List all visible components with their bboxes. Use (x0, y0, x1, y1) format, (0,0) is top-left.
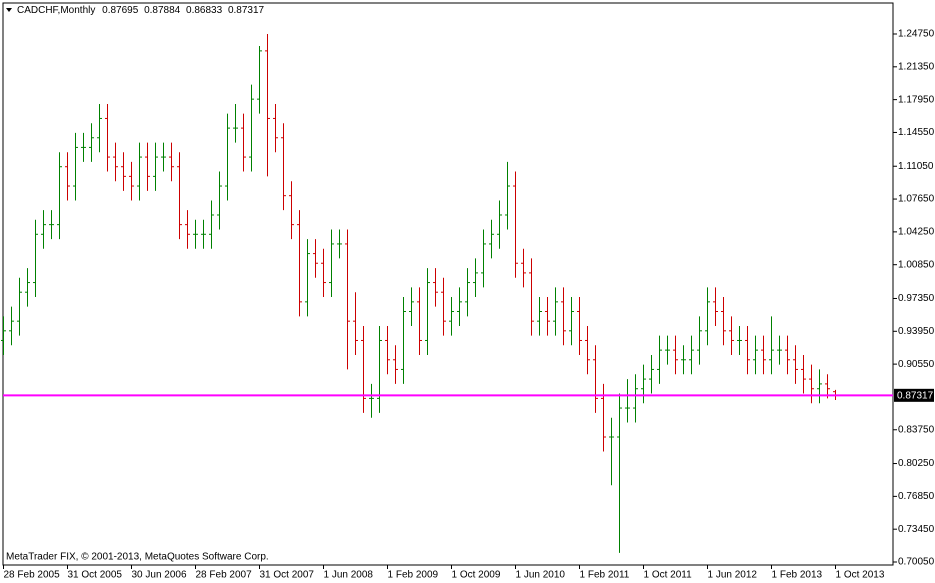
y-tick-label: 0.93950 (898, 326, 935, 337)
y-tick-label: 1.21350 (898, 61, 935, 72)
x-tick-label: 1 Oct 2013 (836, 570, 885, 581)
x-tick-label: 31 Oct 2007 (260, 570, 315, 581)
x-tick-label: 1 Jun 2012 (708, 570, 758, 581)
y-tick-label: 0.70050 (898, 557, 935, 568)
y-tick-label: 0.83750 (898, 424, 935, 435)
y-tick-label: 1.04250 (898, 227, 935, 238)
x-tick-label: 1 Feb 2009 (388, 570, 439, 581)
y-tick-label: 1.24750 (898, 29, 935, 40)
current-price-box (894, 388, 934, 402)
symbol: CADCHF,Monthly (17, 5, 95, 16)
x-tick-label: 31 Oct 2005 (68, 570, 123, 581)
x-tick-label: 1 Oct 2011 (644, 570, 693, 581)
chart-title: CADCHF,Monthly 0.87695 0.87884 0.86833 0… (17, 5, 265, 16)
y-tick-label: 1.00850 (898, 259, 935, 270)
y-tick-label: 1.07650 (898, 194, 935, 205)
y-tick-label: 1.17950 (898, 94, 935, 105)
low-value: 0.86833 (186, 5, 223, 16)
x-tick-label: 1 Oct 2009 (452, 570, 501, 581)
high-value: 0.87884 (144, 5, 181, 16)
close-value: 0.87317 (228, 5, 265, 16)
open-value: 0.87695 (102, 5, 139, 16)
y-tick-label: 1.11050 (898, 161, 934, 172)
x-tick-label: 1 Jun 2010 (516, 570, 566, 581)
x-tick-label: 1 Feb 2011 (580, 570, 630, 581)
current-price-label: 0.87317 (897, 390, 934, 401)
y-tick-label: 0.90550 (898, 359, 935, 370)
menu-triangle (6, 8, 12, 12)
x-tick-label: 30 Jun 2006 (132, 570, 187, 581)
y-tick-label: 1.14550 (898, 127, 935, 138)
x-tick-label: 28 Feb 2007 (196, 570, 253, 581)
plot-frame (2, 2, 894, 566)
x-tick-label: 28 Feb 2005 (4, 570, 61, 581)
x-tick-label: 1 Feb 2013 (772, 570, 823, 581)
x-tick-label: 1 Jun 2008 (324, 570, 374, 581)
y-tick-label: 0.73450 (898, 524, 935, 535)
y-tick-label: 0.97350 (898, 293, 935, 304)
y-tick-label: 0.80250 (898, 458, 935, 469)
copyright: MetaTrader FIX, © 2001-2013, MetaQuotes … (6, 552, 269, 563)
y-tick-label: 0.76850 (898, 491, 935, 502)
